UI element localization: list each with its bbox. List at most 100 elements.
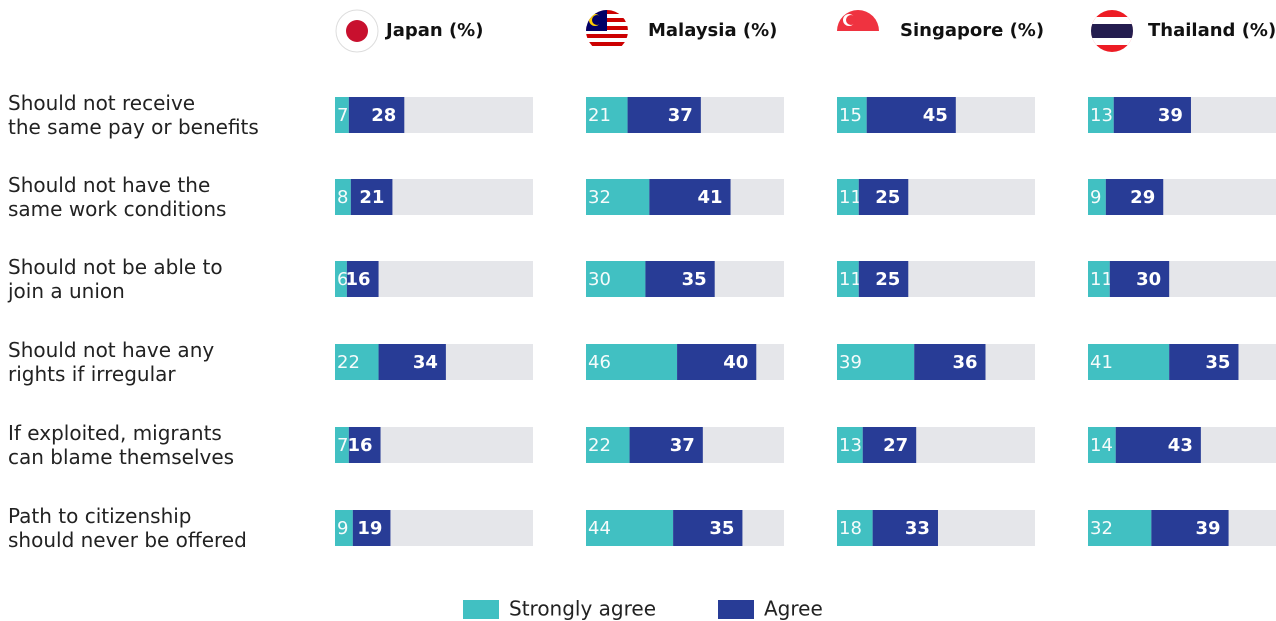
bar-segment bbox=[1088, 344, 1170, 380]
bar-segment bbox=[335, 344, 379, 380]
value-label: 21 bbox=[588, 105, 611, 126]
panel-title: Malaysia (%) bbox=[648, 20, 777, 41]
value-label: 9 bbox=[337, 518, 348, 539]
flag-singapore bbox=[837, 10, 879, 52]
bar-segment bbox=[866, 97, 956, 133]
bar-segment bbox=[378, 344, 446, 380]
bar-segment bbox=[348, 97, 405, 133]
value-label: 30 bbox=[1136, 269, 1161, 290]
bar-segment bbox=[858, 179, 909, 215]
value-label: 11 bbox=[839, 187, 862, 208]
value-label: 44 bbox=[588, 518, 611, 539]
row-label: Path to citizenship should never be offe… bbox=[8, 504, 247, 552]
value-label: 35 bbox=[1205, 352, 1230, 373]
value-label: 33 bbox=[905, 518, 930, 539]
bar-segment bbox=[837, 179, 859, 215]
bar-segment bbox=[1169, 344, 1239, 380]
value-label: 9 bbox=[1090, 187, 1101, 208]
value-label: 41 bbox=[1090, 352, 1113, 373]
bar-segment bbox=[1088, 510, 1152, 546]
bar-segment bbox=[346, 261, 379, 297]
row-label: If exploited, migrants can blame themsel… bbox=[8, 421, 235, 469]
legend-label: Agree bbox=[764, 597, 823, 621]
bar-segment bbox=[586, 510, 674, 546]
bar-segment bbox=[1109, 261, 1170, 297]
value-label: 29 bbox=[1130, 187, 1155, 208]
value-label: 34 bbox=[413, 352, 438, 373]
value-label: 16 bbox=[347, 435, 372, 456]
value-label: 16 bbox=[345, 269, 370, 290]
bar-segment bbox=[348, 427, 381, 463]
bar-segment bbox=[335, 261, 347, 297]
flag-malaysia bbox=[586, 10, 628, 52]
value-label: 30 bbox=[588, 269, 611, 290]
bar-segment bbox=[335, 179, 351, 215]
bar-segment bbox=[627, 97, 701, 133]
bar-segment bbox=[837, 510, 873, 546]
legend-swatch bbox=[718, 600, 754, 619]
value-label: 11 bbox=[1090, 269, 1113, 290]
value-label: 35 bbox=[709, 518, 734, 539]
value-label: 6 bbox=[337, 269, 348, 290]
value-label: 14 bbox=[1090, 435, 1113, 456]
bar-segment bbox=[837, 261, 859, 297]
panel-title: Japan (%) bbox=[384, 20, 483, 41]
bar-segment bbox=[645, 261, 715, 297]
bar-segment bbox=[837, 97, 867, 133]
value-label: 46 bbox=[588, 352, 611, 373]
bar-segment bbox=[677, 344, 757, 380]
bar-segment bbox=[586, 261, 646, 297]
bar-segment bbox=[1113, 97, 1191, 133]
value-label: 36 bbox=[952, 352, 977, 373]
value-label: 25 bbox=[875, 187, 900, 208]
bar-segment bbox=[1088, 97, 1114, 133]
row-label: Should not receive the same pay or benef… bbox=[8, 91, 259, 139]
bar-segment bbox=[862, 427, 917, 463]
value-label: 28 bbox=[371, 105, 396, 126]
bar-segment bbox=[335, 510, 353, 546]
bar-segment bbox=[837, 427, 863, 463]
bar-segment bbox=[673, 510, 743, 546]
bar-segment bbox=[872, 510, 938, 546]
legend-label: Strongly agree bbox=[509, 597, 656, 621]
panel-title: Thailand (%) bbox=[1148, 20, 1276, 41]
legend-swatch bbox=[463, 600, 499, 619]
value-label: 40 bbox=[723, 352, 748, 373]
panel-title: Singapore (%) bbox=[900, 20, 1044, 41]
value-label: 27 bbox=[883, 435, 908, 456]
value-label: 25 bbox=[875, 269, 900, 290]
bar-segment bbox=[1088, 179, 1106, 215]
bar-segment bbox=[649, 179, 731, 215]
value-label: 22 bbox=[337, 352, 360, 373]
value-label: 21 bbox=[359, 187, 384, 208]
value-label: 37 bbox=[670, 435, 695, 456]
bar-segment bbox=[586, 344, 678, 380]
bar-segment bbox=[586, 427, 630, 463]
bar-segment bbox=[335, 427, 349, 463]
value-label: 45 bbox=[923, 105, 948, 126]
value-label: 7 bbox=[337, 435, 348, 456]
value-label: 32 bbox=[588, 187, 611, 208]
row-label: Should not have the same work conditions bbox=[8, 173, 227, 221]
value-label: 39 bbox=[1196, 518, 1221, 539]
bar-segment bbox=[1151, 510, 1229, 546]
value-label: 15 bbox=[839, 105, 862, 126]
value-label: 13 bbox=[1090, 105, 1113, 126]
bar-segment bbox=[586, 97, 628, 133]
bar-segment bbox=[837, 344, 915, 380]
bar-segment bbox=[1105, 179, 1164, 215]
value-label: 19 bbox=[357, 518, 382, 539]
bar-segment bbox=[1088, 261, 1110, 297]
value-label: 41 bbox=[697, 187, 722, 208]
value-label: 7 bbox=[337, 105, 348, 126]
value-label: 43 bbox=[1168, 435, 1193, 456]
value-label: 22 bbox=[588, 435, 611, 456]
bar-segment bbox=[352, 510, 391, 546]
bar-segment bbox=[335, 97, 349, 133]
value-label: 13 bbox=[839, 435, 862, 456]
bar-segment bbox=[629, 427, 703, 463]
row-label: Should not have any rights if irregular bbox=[8, 338, 215, 386]
flag-thailand bbox=[1091, 10, 1133, 52]
